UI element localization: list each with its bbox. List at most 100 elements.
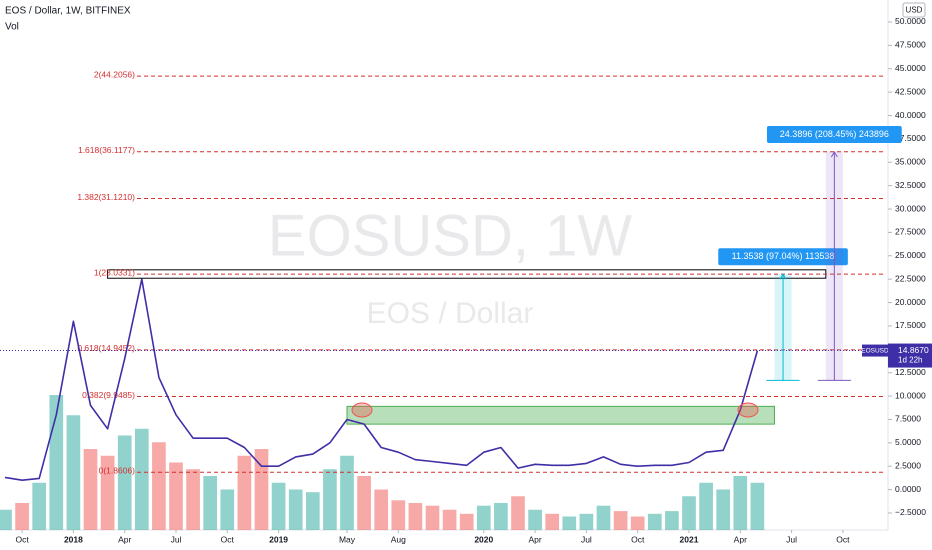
volume-bar	[562, 516, 577, 530]
y-tick-label: 30.0000	[895, 203, 926, 213]
volume-bar	[134, 428, 149, 530]
measure-label-box	[766, 125, 902, 143]
volume-bar	[545, 513, 560, 530]
volume-bar	[476, 505, 491, 530]
volume-bar	[733, 476, 748, 530]
fib-label: 1.618(36.1177)	[78, 145, 135, 155]
volume-bar	[699, 482, 713, 530]
volume-bar	[442, 509, 457, 530]
currency: USD	[906, 6, 923, 15]
volume-bar	[152, 442, 166, 530]
y-tick-label: 47.5000	[895, 40, 926, 50]
zone	[346, 405, 775, 425]
volume-bar	[271, 482, 286, 530]
volume-bar	[647, 513, 662, 530]
volume-bar	[357, 476, 371, 530]
fib-label: 0(1.8606)	[99, 465, 136, 475]
y-tick-label: −2.5000	[895, 507, 926, 517]
fib-label: 2(44.2056)	[94, 69, 135, 79]
measure-arrowhead	[830, 151, 838, 158]
volume-bar	[425, 505, 440, 530]
watermark: EOSUSD, 1W EOS / Dollar	[268, 203, 632, 330]
volume-bar	[305, 492, 320, 530]
price-line	[4, 278, 759, 481]
countdown: 1d 22h	[898, 356, 922, 365]
volume-bar	[750, 482, 765, 530]
x-tick-label: Jul	[171, 534, 182, 544]
volume-bar	[323, 469, 337, 530]
y-tick-label: 42.5000	[895, 86, 926, 96]
plot: −2.5000 0.0000 2.5000 5.0000 7.5000 10.0000 12…	[0, 16, 932, 544]
volume-bar	[528, 509, 542, 530]
volume-bar	[288, 489, 303, 530]
volume-bar	[66, 415, 81, 530]
highlight	[351, 402, 373, 418]
volume-bar	[169, 462, 183, 530]
volume-bar	[596, 505, 611, 530]
symbol-tag	[862, 344, 888, 357]
volume-bar	[0, 509, 12, 530]
x-tick-label: Aug	[391, 534, 406, 544]
y-tick-label: 37.5000	[895, 133, 926, 143]
volume-bar	[716, 489, 731, 530]
y-tick-label: 45.0000	[895, 63, 926, 73]
watermark-name: EOS / Dollar	[367, 297, 534, 330]
y-tick-label: 7.5000	[895, 414, 921, 424]
volume-bar	[117, 435, 132, 530]
y-tick-label: 20.0000	[895, 297, 926, 307]
header: EOS / Dollar, 1W, BITFINEX	[5, 6, 131, 17]
fib-label: 1.382(31.1210)	[77, 192, 135, 202]
volume-bar	[579, 513, 594, 530]
volume-bar	[630, 516, 645, 530]
fib-label: 0.382(9.9485)	[82, 390, 135, 400]
y-tick-label: 40.0000	[895, 110, 926, 120]
fib-label: 0.618(14.9452)	[77, 343, 135, 353]
y-tick-label: 5.0000	[895, 437, 921, 447]
y-tick-label: 35.0000	[895, 157, 926, 167]
volume-bar	[254, 449, 269, 530]
volume-bar	[613, 511, 628, 530]
y-tick-label: 0.0000	[895, 484, 921, 494]
price-tag	[888, 343, 932, 368]
measure-label: 24.3896 (208.45%) 243896	[780, 129, 889, 139]
x-tick-label: Apr	[118, 534, 131, 544]
price-tag-value: 14.8670	[898, 345, 929, 355]
volume-bar	[665, 511, 679, 530]
x-tick-label: Oct	[15, 534, 29, 544]
volume-bar	[340, 455, 354, 530]
y-tick-label: 27.5000	[895, 227, 926, 237]
volume-bar	[32, 482, 47, 530]
volume-bar	[391, 500, 406, 530]
fib-label: 1(23.0331)	[94, 267, 135, 277]
volume-bar	[408, 503, 423, 530]
volume-bar	[511, 496, 525, 530]
x-tick-label: 2020	[474, 534, 493, 544]
y-tick-label: 22.5000	[895, 273, 926, 283]
volume-bar	[15, 503, 29, 530]
x-tick-label: Oct	[221, 534, 235, 544]
watermark-symbol: EOSUSD, 1W	[268, 203, 632, 268]
y-tick-label: 17.5000	[895, 320, 926, 330]
symbol-tag-label: EOSUSD	[861, 347, 889, 354]
x-tick-label: Jul	[786, 534, 797, 544]
volume-bar	[203, 476, 218, 530]
x-tick-label: Oct	[631, 534, 645, 544]
volume-bar	[83, 449, 98, 530]
volume-bar	[237, 455, 252, 530]
x-tick-label: 2021	[680, 534, 699, 544]
x-tick-label: 2018	[64, 534, 83, 544]
y-tick-label: 10.0000	[895, 390, 926, 400]
volume-label: Vol	[5, 22, 19, 33]
volume-bar	[374, 489, 389, 530]
volume-bar	[682, 496, 696, 530]
x-tick-label: 2019	[269, 534, 288, 544]
highlight	[737, 402, 759, 418]
y-tick-label: 50.0000	[895, 16, 926, 26]
x-tick-label: Apr	[528, 534, 541, 544]
currency-box	[902, 2, 926, 18]
volume-bar	[459, 513, 474, 530]
volume-bar	[220, 489, 235, 530]
measure-label: 11.3538 (97.04%) 113538	[732, 251, 835, 261]
y-tick-label: 25.0000	[895, 250, 926, 260]
